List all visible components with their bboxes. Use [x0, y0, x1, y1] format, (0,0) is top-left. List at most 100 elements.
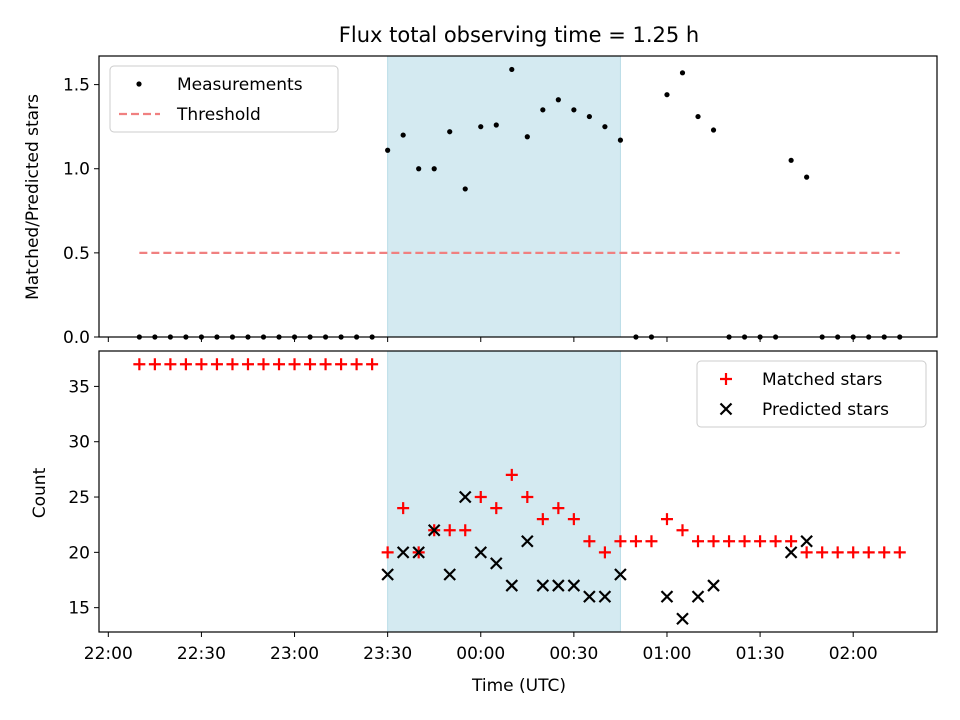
matched-stars-point: [552, 502, 565, 515]
measurement-point: [788, 157, 794, 163]
measurement-point: [602, 124, 608, 130]
measurement-point: [664, 92, 670, 98]
predicted-stars-point: [536, 579, 550, 592]
predicted-stars-point: [552, 579, 565, 592]
predicted-stars-point: [784, 546, 798, 559]
matched-stars-point: [567, 513, 580, 526]
matched-stars-point: [707, 535, 720, 548]
bottom-x-tick-label: 22:00: [84, 644, 133, 664]
matched-stars-point: [366, 358, 379, 371]
bottom-x-tick-label: 01:00: [642, 644, 691, 664]
measurement-point: [462, 186, 468, 192]
measurement-point: [679, 70, 686, 76]
predicted-stars-point: [691, 590, 705, 603]
measurement-point: [478, 124, 484, 130]
predicted-stars-point: [707, 579, 720, 592]
predicted-stars-point: [583, 590, 596, 603]
measurement-point: [695, 113, 701, 120]
predicted-stars-point: [381, 568, 394, 581]
measurement-point: [509, 66, 515, 73]
bottom-observing-window: [387, 350, 621, 633]
bottom-y-tick-label: 15: [68, 599, 90, 619]
measurement-point: [385, 147, 391, 153]
matched-stars-point: [381, 546, 394, 559]
measurement-point: [617, 137, 624, 143]
matched-stars-point: [179, 358, 192, 371]
measurement-point: [710, 127, 717, 133]
predicted-stars-point: [412, 546, 425, 559]
matched-stars-point: [133, 358, 146, 371]
bottom-panel: 15 20 25 30 35 22:00 22:30 23:00 23:30 00:00 00:3…: [30, 350, 938, 696]
top-plot-marks: [136, 66, 903, 340]
matched-stars-point: [335, 358, 348, 371]
top-y-tick-label: 0.0: [63, 328, 90, 348]
matched-stars-point: [583, 535, 596, 548]
bottom-y-axis: 15 20 25 30 35: [68, 377, 99, 619]
top-observing-window: [387, 55, 621, 338]
bottom-y-tick-label: 25: [68, 488, 90, 508]
matched-stars-point: [893, 546, 906, 559]
matched-stars-point: [350, 358, 363, 371]
predicted-stars-point: [598, 590, 612, 603]
bottom-x-tick-label: 23:00: [270, 644, 319, 664]
legend-measurements-marker: [136, 81, 142, 87]
bottom-x-axis: 22:00 22:30 23:00 23:30 00:00 00:30 01:00 01:30…: [84, 632, 878, 664]
legend-matched-stars-label: Matched stars: [762, 370, 882, 390]
matched-stars-point: [769, 535, 782, 548]
legend-measurements-label: Measurements: [177, 75, 303, 95]
legend-predicted-stars-marker: [719, 402, 733, 416]
predicted-stars-point: [474, 546, 488, 559]
matched-stars-point: [738, 535, 751, 548]
matched-stars-point: [397, 502, 410, 515]
predicted-stars-point: [489, 557, 503, 570]
matched-stars-point: [459, 524, 472, 537]
matched-stars-point: [723, 535, 736, 548]
matched-stars-point: [319, 358, 332, 371]
matched-stars-point: [273, 358, 286, 371]
bottom-y-tick-label: 30: [68, 433, 90, 453]
predicted-stars-point: [800, 535, 813, 548]
bottom-y-axis-label: Count: [30, 467, 50, 518]
matched-stars-point: [474, 491, 487, 504]
top-y-axis: 0.0 0.5 1.0 1.5: [63, 76, 99, 348]
matched-stars-point: [226, 358, 239, 371]
bottom-x-tick-label: 00:30: [549, 644, 598, 664]
bottom-axes-frame: [98, 350, 938, 633]
bottom-x-tick-label: 00:00: [456, 644, 505, 664]
bottom-legend: Matched stars Predicted stars: [696, 360, 927, 428]
predicted-stars-point: [443, 568, 456, 581]
measurement-point: [416, 166, 422, 172]
matched-stars-point: [862, 546, 875, 559]
matched-stars-point: [878, 546, 891, 559]
predicted-stars-point: [521, 535, 534, 548]
bottom-x-tick-label: 22:30: [177, 644, 226, 664]
measurement-point: [431, 166, 437, 172]
measurement-point: [571, 107, 577, 113]
matched-stars-point: [660, 513, 673, 526]
top-axes-frame: [98, 55, 938, 338]
predicted-stars-point: [396, 546, 410, 559]
legend-predicted-stars-label: Predicted stars: [762, 400, 889, 420]
matched-stars-point: [164, 358, 177, 371]
matched-stars-point: [614, 535, 627, 548]
bottom-plot-marks: [133, 358, 906, 626]
matched-stars-point: [676, 524, 689, 537]
top-panel: 0.0 0.5 1.0 1.5 Flux total observing time =…: [23, 23, 938, 348]
matched-stars-point: [490, 502, 503, 515]
predicted-stars-point: [458, 490, 472, 504]
predicted-stars-point: [614, 568, 627, 581]
matched-stars-point: [598, 546, 611, 559]
top-y-tick-label: 0.5: [63, 244, 90, 264]
measurement-point: [540, 107, 546, 113]
predicted-stars-point: [427, 523, 441, 537]
matched-stars-point: [304, 358, 317, 371]
chart-title: Flux total observing time = 1.25 h: [339, 23, 699, 47]
bottom-x-axis-label: Time (UTC): [471, 676, 566, 696]
top-y-axis-label: Matched/Predicted stars: [23, 94, 43, 300]
top-legend: Measurements Threshold: [109, 65, 339, 133]
legend-threshold-label: Threshold: [176, 105, 261, 125]
measurement-point: [493, 122, 499, 128]
top-y-tick-label: 1.0: [63, 160, 90, 180]
measurement-point: [586, 113, 592, 120]
